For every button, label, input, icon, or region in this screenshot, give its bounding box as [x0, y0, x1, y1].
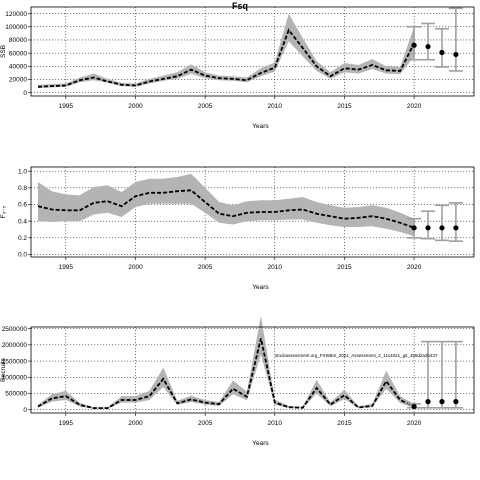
y-tick-label: 0 — [23, 90, 27, 97]
y-tick-label: 120000 — [5, 11, 27, 18]
confidence-band — [38, 315, 415, 409]
y-tick-label: 0.0 — [18, 252, 27, 259]
y-tick-label: 0.8 — [18, 185, 27, 192]
estimate-line — [37, 338, 415, 410]
y-tick-label: 1500000 — [2, 358, 28, 365]
forecast-point — [411, 225, 417, 231]
x-tick-label: 2020 — [407, 264, 422, 271]
y-tick-label: 40000 — [9, 64, 27, 71]
x-axis-label: Years — [252, 440, 269, 447]
y-axis-label: Recruits — [0, 357, 7, 382]
y-tick-label: 1000000 — [2, 375, 28, 382]
chart-panel-3: 1995 2000 2005 2010 2015 2020 0 500000 1000000 15… — [0, 315, 475, 447]
y-tick-label: 20000 — [9, 77, 27, 84]
y-tick-label: 0.6 — [18, 202, 27, 209]
x-tick-label: 2010 — [268, 264, 283, 271]
x-tick-label: 2015 — [337, 420, 352, 427]
confidence-band — [38, 173, 415, 237]
x-tick-label: 2015 — [337, 264, 352, 271]
x-tick-label: 2020 — [407, 103, 422, 110]
plot-frame — [30, 6, 475, 97]
x-tick-label: 2000 — [128, 264, 143, 271]
x-tick-label: 2005 — [198, 420, 213, 427]
forecast-point — [453, 51, 459, 58]
forecast-point — [439, 49, 445, 56]
x-tick-label: 1995 — [59, 103, 74, 110]
x-tick-label: 2000 — [128, 103, 143, 110]
plot-frame — [30, 326, 475, 414]
forecast-point — [439, 225, 445, 231]
y-tick-label: 0 — [23, 407, 27, 414]
forecast-point — [425, 225, 431, 231]
estimate-line — [37, 28, 415, 88]
x-tick-label: 2015 — [337, 103, 352, 110]
forecast-point — [425, 399, 431, 405]
x-tick-label: 2020 — [407, 420, 422, 427]
y-tick-label: 1.0 — [18, 168, 27, 175]
watermark: stockassessment.org_FIH5Bm_2021_Assessme… — [275, 353, 438, 358]
x-axis-label: Years — [252, 284, 269, 291]
x-tick-label: 2010 — [268, 420, 283, 427]
y-tick-label: 0.4 — [18, 218, 27, 225]
y-tick-label: 500000 — [5, 391, 27, 398]
x-tick-label: 2005 — [198, 103, 213, 110]
figure-title: Fsq — [232, 1, 248, 11]
plot-frame — [30, 166, 475, 258]
y-tick-label: 80000 — [9, 37, 27, 44]
forecast-point — [411, 403, 417, 410]
forecast-point — [453, 399, 459, 405]
x-tick-label: 2005 — [198, 264, 213, 271]
y-tick-label: 2000000 — [2, 342, 28, 349]
estimate-line — [37, 189, 415, 229]
forecast-point — [425, 43, 431, 50]
y-axis-label: F₃₋₅ — [0, 205, 7, 218]
forecast-point — [411, 42, 417, 48]
chart-panel-1: 1995 2000 2005 2010 2015 2020 0 20000 40000 60000… — [0, 6, 475, 130]
chart-panel-2: 1995 2000 2005 2010 2015 2020 0.0 0.2 0.4 0.6 0.8 1… — [0, 166, 475, 291]
x-tick-label: 1995 — [59, 420, 74, 427]
y-tick-label: 60000 — [9, 50, 27, 57]
y-tick-label: 2500000 — [2, 326, 28, 333]
y-tick-label: 100000 — [5, 24, 27, 31]
x-axis-label: Years — [252, 123, 269, 130]
forecast-point — [439, 399, 445, 405]
y-tick-label: 0.2 — [18, 235, 27, 242]
x-tick-label: 1995 — [59, 264, 74, 271]
y-axis-label: SSB — [0, 45, 7, 58]
x-tick-label: 2010 — [268, 103, 283, 110]
x-tick-label: 2000 — [128, 420, 143, 427]
forecast-point — [453, 225, 459, 231]
